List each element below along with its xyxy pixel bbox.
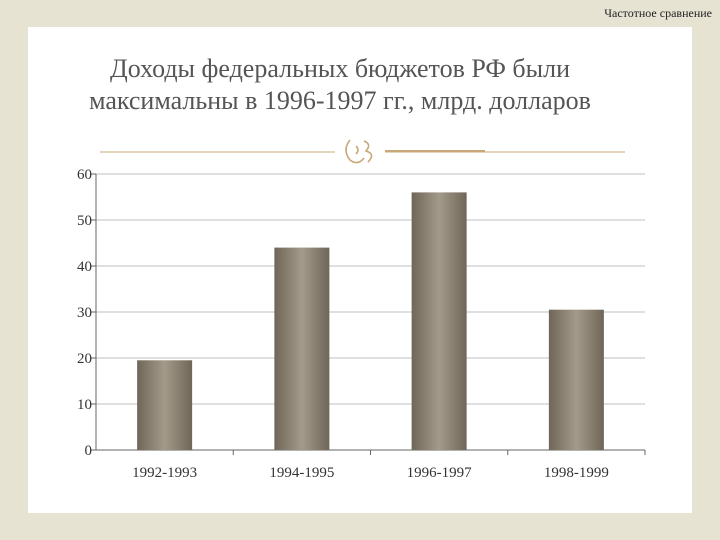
scroll-ornament-icon bbox=[345, 139, 373, 164]
y-tick-label: 20 bbox=[77, 351, 92, 367]
x-tick-label: 1994-1995 bbox=[269, 465, 334, 481]
title-line-1: Доходы федеральных бюджетов РФ были bbox=[109, 54, 570, 83]
slide-title: Доходы федеральных бюджетов РФ были макс… bbox=[40, 53, 640, 117]
y-tick-label: 30 bbox=[77, 305, 92, 321]
bar-1996-1997 bbox=[411, 192, 467, 450]
x-tick-label: 1998-1999 bbox=[544, 465, 609, 481]
x-axis-tick-labels: 1992-1993 1994-1995 1996-1997 1998-1999 bbox=[132, 465, 609, 481]
bar-1994-1995 bbox=[274, 247, 330, 450]
bar-1998-1999 bbox=[548, 309, 604, 450]
x-tick-label: 1996-1997 bbox=[407, 465, 472, 481]
y-tick-label: 0 bbox=[85, 443, 93, 459]
y-tick-label: 50 bbox=[77, 213, 92, 229]
y-tick-label: 10 bbox=[77, 397, 92, 413]
y-tick-label: 40 bbox=[77, 259, 92, 275]
chart-bars bbox=[137, 192, 604, 450]
title-line-2: максимальны в 1996-1997 гг., млрд. долла… bbox=[89, 86, 591, 115]
y-tick-label: 60 bbox=[77, 167, 92, 183]
x-tick-label: 1992-1993 bbox=[132, 465, 197, 481]
title-divider bbox=[100, 139, 625, 164]
y-axis-tick-labels: 0 10 20 30 40 50 60 bbox=[77, 167, 92, 459]
bar-1992-1993 bbox=[137, 360, 193, 450]
corner-label: Частотное сравнение bbox=[604, 6, 712, 20]
